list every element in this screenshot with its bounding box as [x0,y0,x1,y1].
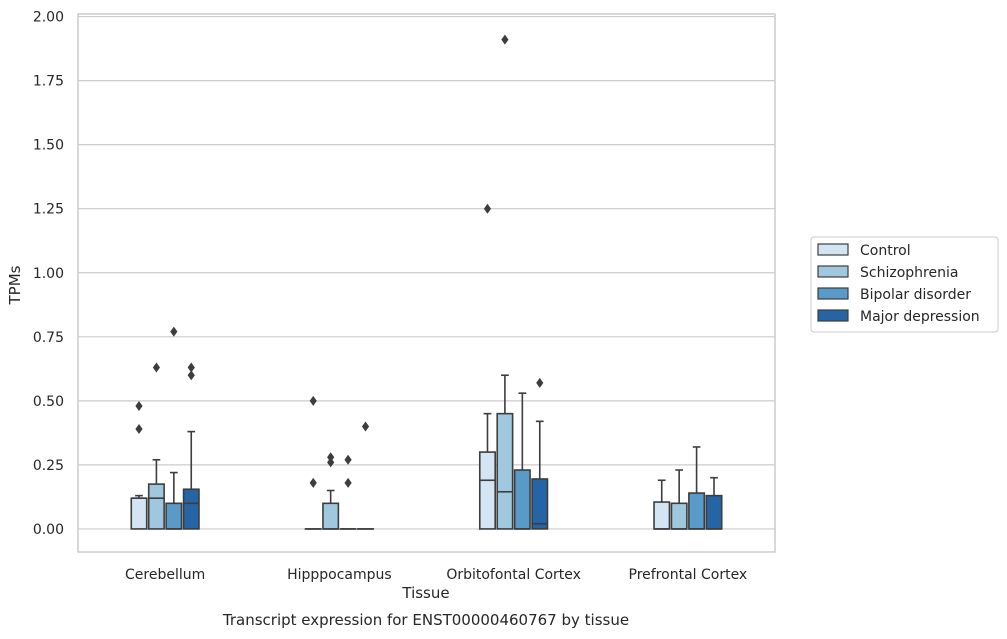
outlier-point [344,454,352,465]
outlier-point [483,203,492,214]
outlier-point [327,452,335,463]
box-body [531,478,549,530]
legend-label: Control [860,243,911,259]
outlier-point [361,421,370,432]
box-0-2 [165,471,183,530]
box-3-3 [705,476,723,530]
box-2-0 [478,412,496,530]
legend-swatch [817,309,849,322]
plot-frame [77,13,776,553]
box-body [478,451,496,530]
legend-label: Bipolar disorder [860,287,971,303]
outlier-point [187,362,195,373]
box-body [496,412,514,530]
y-axis-label: TPMs [6,265,24,305]
box-body [165,502,183,530]
x-tick-label: Orbitofontal Cortex [446,567,581,583]
legend-swatch [817,265,849,278]
box-0-0 [130,494,148,530]
y-tick-label: 0.50 [33,394,64,410]
chart-caption: Transcript expression for ENST0000046076… [222,611,629,629]
outlier-point [170,326,178,337]
box-body [182,488,200,530]
box-body [147,483,165,530]
outlier-point [309,395,317,406]
legend-label: Schizophrenia [860,265,958,281]
y-tick-label: 1.50 [33,138,64,154]
y-tick-label: 1.75 [33,74,64,90]
legend-swatch [817,243,849,256]
boxes [130,374,723,530]
y-tick-label: 0.25 [33,458,64,474]
x-axis-ticks: Cerebellum Hipppocampus Orbitofontal Corte… [125,567,747,583]
x-tick-label: Cerebellum [125,567,205,583]
box-2-2 [513,392,531,530]
box-body [653,501,671,530]
y-tick-label: 1.25 [33,202,64,218]
box-3-0 [653,479,671,530]
outliers [135,34,544,488]
y-tick-label: 2.00 [33,10,64,26]
box-body [322,502,340,530]
box-0-3 [182,430,200,530]
outlier-point [309,477,317,488]
box-body [688,492,706,530]
box-2-3 [531,420,549,530]
outlier-point [187,370,195,381]
box-3-2 [688,446,706,530]
x-axis-label: Tissue [401,584,449,602]
legend-swatch [817,287,849,300]
x-tick-label: Hipppocampus [287,567,392,583]
legend-label: Major depression [860,309,980,325]
box-2-1 [496,374,514,530]
box-body [705,494,723,530]
outlier-point [152,362,161,373]
y-tick-label: 0.75 [33,330,64,346]
outlier-point [135,424,143,435]
outlier-point [135,400,143,411]
legend: Control Schizophrenia Bipolar disorder Majo… [810,236,999,333]
box-body [670,502,688,530]
y-axis-ticks: 0.00 0.25 0.50 0.75 1.00 1.25 1.50 1.75 2.00 [33,10,64,538]
y-tick-label: 0.00 [33,522,64,538]
legend-frame [810,236,999,333]
outlier-point [536,377,544,388]
outlier-point [501,34,509,45]
outlier-point [344,477,352,488]
grid-lines [78,15,775,530]
box-0-1 [147,458,165,530]
box-1-1 [322,489,340,530]
box-body [513,469,531,530]
outlier-point [327,457,335,468]
y-tick-label: 1.00 [33,266,64,282]
x-tick-label: Prefrontal Cortex [629,567,748,583]
box-3-1 [670,469,688,530]
box-body [130,497,148,530]
